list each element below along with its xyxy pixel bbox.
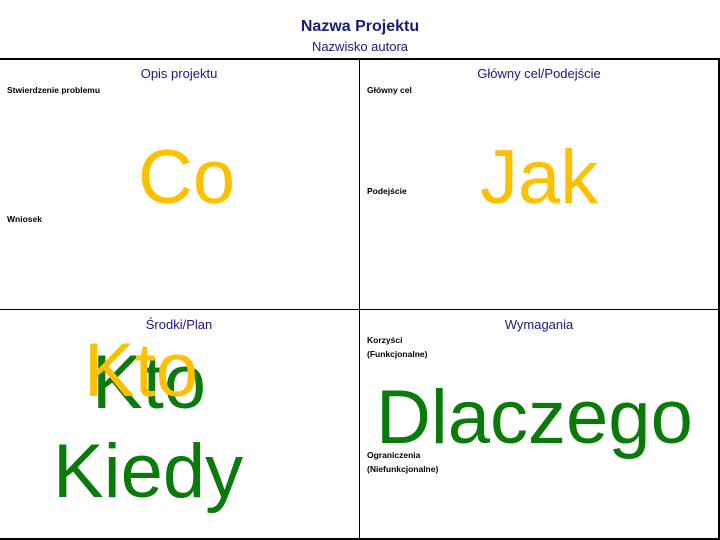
approach-label: Podejście (367, 186, 407, 196)
project-title: Nazwa Projektu (300, 18, 420, 35)
big-word-dlaczego: Dlaczego (376, 375, 693, 460)
author-name: Nazwisko autora (311, 39, 409, 54)
conclusion-label: Wniosek (7, 214, 42, 224)
quadrant-heading-goal-approach: Główny cel/Podejście (477, 66, 601, 81)
quadrant-heading-description: Opis projektu (140, 66, 218, 81)
big-word-jak: Jak (480, 135, 599, 220)
big-word-kiedy: Kiedy (53, 429, 244, 514)
big-word-kto-green: Kto (92, 340, 207, 425)
vertical-divider (359, 60, 360, 538)
quadrant-heading-requirements: Wymagania (504, 317, 574, 332)
non-functional-label: (Niefunkcjonalne) (367, 464, 439, 474)
constraints-label: Ograniczenia (367, 450, 421, 460)
problem-statement-label: Stwierdzenie problemu (7, 85, 101, 95)
big-word-kto-yellow: Kto (84, 328, 199, 413)
big-word-co: Co (138, 135, 236, 220)
quadrant-heading-resources-plan: Środki/Plan (145, 317, 213, 332)
benefits-label: Korzyści (367, 335, 403, 345)
functional-label: (Funkcjonalne) (367, 349, 428, 359)
four-quadrant-grid: Opis projektu Stwierdzenie problemu Wnio… (0, 58, 720, 540)
horizontal-divider (0, 309, 718, 310)
main-goal-label: Główny cel (367, 85, 412, 95)
